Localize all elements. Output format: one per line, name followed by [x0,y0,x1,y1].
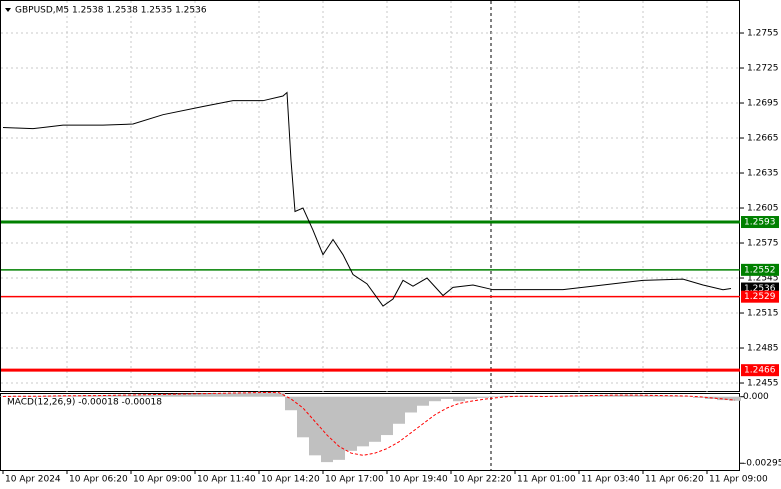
main-panel-frame [0,0,740,392]
x-tick-label: 10 Apr 19:40 [389,475,448,485]
macd-bar [57,395,69,397]
macd-bar [21,396,33,397]
y-tick-label: 1.2545 [747,274,779,284]
x-tick-label: 10 Apr 09:00 [133,475,192,485]
y-tick-label: -0.00295 [743,459,781,469]
macd-bar [393,396,405,424]
macd-bar [177,393,189,397]
y-tick-label: 1.2695 [747,99,779,109]
y-tick-label: 1.2515 [747,309,779,319]
price-level-tag [741,263,779,276]
x-tick-label: 11 Apr 06:20 [645,475,704,485]
macd-bar [333,396,345,460]
x-tick-label: 11 Apr 01:00 [517,475,576,485]
macd-bar [285,396,297,411]
macd-bar [513,396,525,397]
price-level-label: 1.2536 [744,284,776,294]
macd-bar [465,396,477,399]
macd-bar [573,395,585,397]
y-tick-label: 1.2605 [747,204,779,214]
y-tick-label: 1.2485 [747,344,779,354]
macd-panel-frame [0,393,740,471]
price-level-label: 1.2552 [744,265,776,275]
macd-bar [81,395,93,397]
x-tick-label: 11 Apr 09:00 [709,475,768,485]
x-tick-label: 10 Apr 22:20 [453,475,512,485]
macd-bar [645,395,657,397]
y-tick-label: 1.2455 [747,379,779,389]
macd-bar [321,396,333,463]
symbol-menu-arrow[interactable] [5,8,11,12]
price-level-label: 1.2466 [744,366,776,376]
macd-bar [657,395,669,397]
macd-bar [609,394,621,397]
y-tick-label: 1.2575 [747,239,779,249]
macd-signal-line [2,391,736,456]
price-level-tag [741,364,779,377]
x-tick-label: 10 Apr 11:40 [197,475,256,485]
y-tick-label: 1.2665 [747,134,779,144]
price-level-tag [741,290,779,303]
price-level-label: 1.2593 [744,218,776,228]
macd-bar [273,392,285,397]
x-tick-label: 10 Apr 2024 [5,475,61,485]
macd-bar [729,396,741,401]
macd-bar [201,393,213,397]
macd-bar [405,396,417,413]
x-tick-label: 10 Apr 06:20 [69,475,128,485]
macd-bar [45,395,57,397]
macd-bar [117,394,129,397]
y-tick-label: 1.2755 [747,29,779,39]
macd-bar [489,396,501,397]
macd-bar [141,394,153,397]
macd-bar [153,394,165,397]
macd-bar [621,394,633,397]
chart-title: GBPUSD,M5 1.2538 1.2538 1.2535 1.2536 [15,6,207,16]
macd-bar [357,396,369,447]
macd-bar [369,396,381,442]
x-tick-label: 10 Apr 14:20 [261,475,320,485]
macd-bar [225,392,237,397]
y-tick-label: 0.000 [743,392,769,402]
y-tick-label: 1.2635 [747,169,779,179]
macd-bar [717,396,729,401]
macd-title: MACD(12,26,9) -0.00018 -0.00018 [7,398,162,408]
macd-bar [261,392,273,397]
macd-bar [165,394,177,397]
macd-bar [633,395,645,397]
macd-bar [237,392,249,397]
macd-bar [597,395,609,397]
x-tick-label: 11 Apr 03:40 [581,475,640,485]
macd-bar [297,396,309,438]
macd-bar [429,396,441,402]
macd-bar [105,395,117,397]
macd-bar [537,396,549,397]
macd-bar [453,396,465,402]
x-tick-label: 10 Apr 17:00 [325,475,384,485]
macd-bar [309,396,321,456]
macd-bar [249,392,261,397]
macd-bar [477,396,489,398]
macd-bar [213,393,225,397]
macd-bar [693,396,705,398]
y-tick-label: 1.2725 [747,64,779,74]
macd-bar [189,393,201,397]
macd-bar [441,396,453,399]
price-line [2,91,732,307]
macd-bar [381,396,393,436]
macd-bar [345,396,357,451]
price-level-label: 1.2529 [744,292,776,302]
macd-bar [129,394,141,397]
macd-bar [417,396,429,406]
price-level-tag [741,216,779,229]
